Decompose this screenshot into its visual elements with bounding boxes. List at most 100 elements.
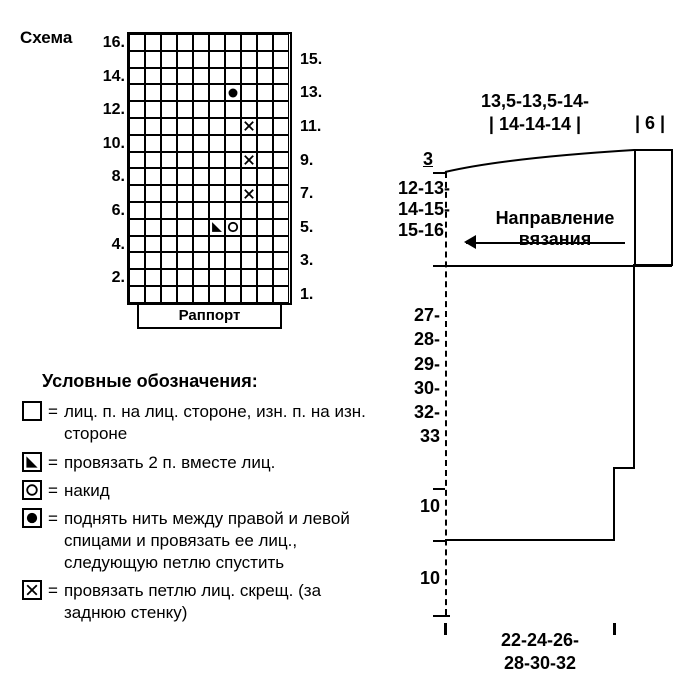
chart-cell xyxy=(177,101,193,118)
chart-cell xyxy=(193,68,209,85)
chart-cell xyxy=(225,118,241,135)
chart-cell xyxy=(193,219,209,236)
chart-cell xyxy=(145,185,161,202)
chart-cell xyxy=(241,252,257,269)
chart-cell xyxy=(257,84,273,101)
chart-cell xyxy=(145,236,161,253)
chart-cell xyxy=(161,51,177,68)
blank-icon xyxy=(22,401,42,421)
chart-cell xyxy=(193,286,209,303)
chart-cell xyxy=(145,101,161,118)
chart-cell xyxy=(241,84,257,101)
x-box-symbol xyxy=(242,153,256,168)
chart-cell xyxy=(177,236,193,253)
chart-cell xyxy=(129,101,145,118)
chart-cell xyxy=(257,168,273,185)
chart-row-label-right: 3. xyxy=(300,252,313,270)
chart-cell xyxy=(273,118,289,135)
chart-cell xyxy=(273,34,289,51)
chart-cell xyxy=(225,252,241,269)
chart-row-label-right: 11. xyxy=(300,118,321,136)
filled-circle-icon xyxy=(22,508,42,528)
chart-cell xyxy=(225,51,241,68)
chart-cell xyxy=(209,185,225,202)
chart-cell xyxy=(177,135,193,152)
chart-row-label-right: 15. xyxy=(300,51,322,69)
chart-cell xyxy=(273,51,289,68)
chart-cell xyxy=(257,236,273,253)
direction-label: Направлениевязания xyxy=(480,208,630,251)
legend-item: =накид xyxy=(22,480,367,502)
measure-upper: 12-13-14-15-15-16 xyxy=(398,178,440,241)
knitting-chart: Раппорт xyxy=(127,32,292,329)
legend-text: накид xyxy=(64,480,367,502)
chart-cell xyxy=(177,202,193,219)
left-tick xyxy=(433,172,445,174)
chart-cell xyxy=(145,84,161,101)
chart-cell xyxy=(257,202,273,219)
chart-cell xyxy=(193,152,209,169)
chart-cell xyxy=(273,185,289,202)
chart-cell xyxy=(161,202,177,219)
equals-sign: = xyxy=(48,508,58,530)
chart-cell xyxy=(193,51,209,68)
chart-cell xyxy=(225,219,241,236)
chart-cell xyxy=(161,236,177,253)
chart-cell xyxy=(225,68,241,85)
measure-10a: 10 xyxy=(398,496,440,517)
chart-cell xyxy=(129,34,145,51)
chart-cell xyxy=(225,269,241,286)
chart-cell xyxy=(241,51,257,68)
legend-text: провязать петлю лиц. скрещ. (за заднюю с… xyxy=(64,580,367,624)
chart-cell xyxy=(257,135,273,152)
chart-cell xyxy=(225,286,241,303)
chart-cell xyxy=(225,135,241,152)
chart-cell xyxy=(209,202,225,219)
chart-cell xyxy=(209,252,225,269)
chart-cell xyxy=(177,185,193,202)
left-dashed xyxy=(445,172,447,615)
equals-sign: = xyxy=(48,580,58,602)
chart-cell xyxy=(145,68,161,85)
arrow-left-icon xyxy=(464,235,478,249)
chart-cell xyxy=(241,202,257,219)
chart-cell xyxy=(129,219,145,236)
chart-cell xyxy=(273,135,289,152)
chart-grid xyxy=(127,32,292,305)
chart-cell xyxy=(177,269,193,286)
legend: Условные обозначения: =лиц. п. на лиц. с… xyxy=(22,370,367,630)
chart-cell xyxy=(161,185,177,202)
chart-cell xyxy=(161,118,177,135)
chart-cell xyxy=(145,168,161,185)
chart-cell xyxy=(273,252,289,269)
triangle-icon xyxy=(22,452,42,472)
bottom-width: 22-24-26-28-30-32 xyxy=(460,629,620,674)
chart-row-label-right: 9. xyxy=(300,152,313,170)
chart-cell xyxy=(241,101,257,118)
filled-circle-symbol xyxy=(226,85,240,100)
chart-row-label-left: 10. xyxy=(103,135,125,153)
circle-open-symbol xyxy=(226,220,240,235)
chart-cell xyxy=(129,252,145,269)
chart-cell xyxy=(241,286,257,303)
equals-sign: = xyxy=(48,452,58,474)
chart-cell xyxy=(257,269,273,286)
chart-cell xyxy=(193,252,209,269)
chart-cell xyxy=(257,152,273,169)
chart-cell xyxy=(177,68,193,85)
chart-cell xyxy=(241,168,257,185)
chart-cell xyxy=(129,68,145,85)
chart-cell xyxy=(209,51,225,68)
legend-item: =поднять нить между правой и левой спица… xyxy=(22,508,367,574)
chart-cell xyxy=(241,135,257,152)
chart-cell xyxy=(257,185,273,202)
bottom-tick xyxy=(444,623,447,635)
legend-title: Условные обозначения: xyxy=(42,370,367,393)
chart-cell xyxy=(129,118,145,135)
chart-cell xyxy=(273,202,289,219)
chart-cell xyxy=(273,219,289,236)
chart-cell xyxy=(145,118,161,135)
chart-cell xyxy=(129,286,145,303)
left-tick xyxy=(433,540,445,542)
chart-cell xyxy=(241,118,257,135)
